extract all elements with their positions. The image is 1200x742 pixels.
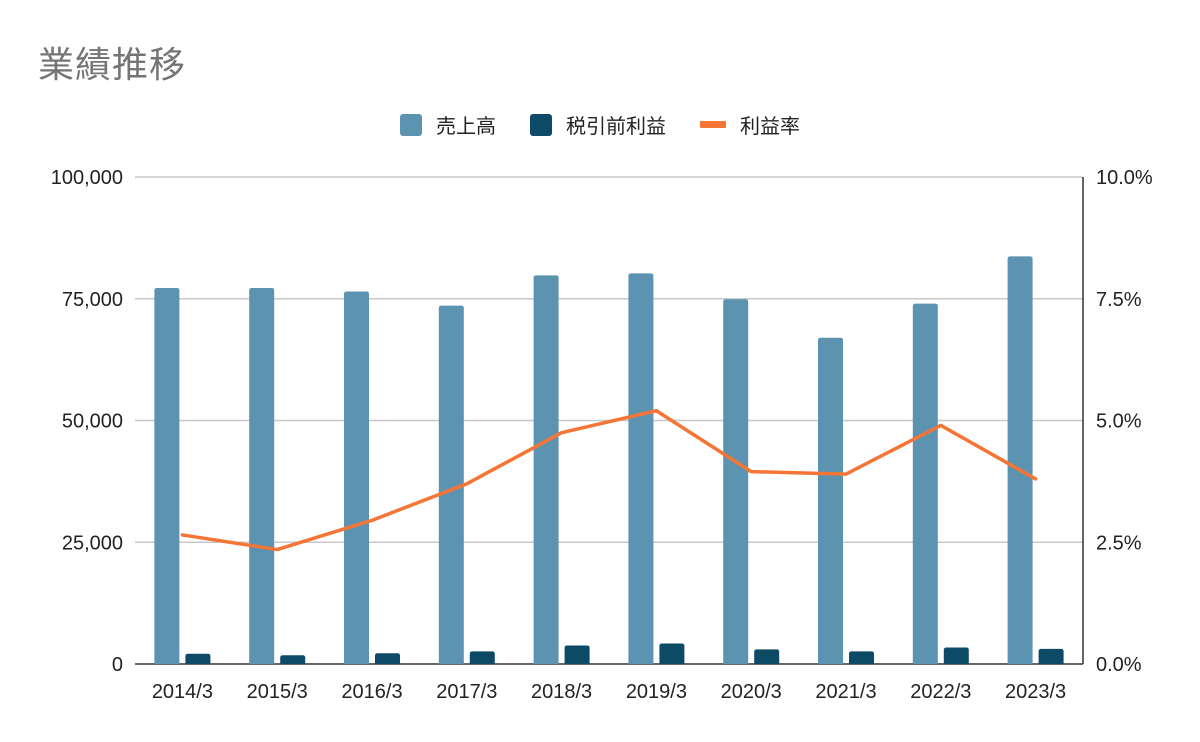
y-left-tick-label: 100,000 — [51, 167, 123, 189]
y-left-tick-label: 25,000 — [62, 532, 123, 554]
bar-sales — [249, 288, 275, 664]
x-tick-label: 2021/3 — [815, 681, 876, 703]
legend-item: 利益率 — [700, 110, 800, 139]
y-left-tick-label: 75,000 — [62, 289, 123, 311]
x-tick-label: 2022/3 — [910, 681, 971, 703]
x-tick-label: 2015/3 — [247, 681, 308, 703]
x-tick-label: 2020/3 — [721, 681, 782, 703]
bar-pretax-profit — [564, 645, 590, 664]
bar-sales — [818, 337, 843, 664]
x-tick-label: 2014/3 — [152, 681, 213, 703]
bar-pretax-profit — [659, 643, 685, 664]
bar-pretax-profit — [754, 649, 780, 664]
bar-pretax-profit — [185, 653, 211, 664]
bar-sales — [344, 291, 369, 664]
bar-sales — [912, 303, 938, 664]
bar-pretax-profit — [375, 653, 400, 664]
profit-rate-line — [180, 409, 1038, 552]
legend-swatch — [700, 121, 726, 128]
y-right-tick-label: 7.5% — [1096, 289, 1142, 311]
x-tick-label: 2016/3 — [341, 681, 402, 703]
bar-sales — [438, 305, 464, 664]
y-left-tick-label: 50,000 — [62, 411, 123, 433]
bar-sales — [154, 288, 180, 664]
bar-sales — [533, 275, 559, 664]
y-right-tick-label: 10.0% — [1096, 167, 1153, 189]
legend-item: 税引前利益 — [530, 110, 666, 139]
legend-swatch — [400, 113, 422, 136]
x-tick-label: 2018/3 — [531, 681, 592, 703]
x-tick-label: 2019/3 — [626, 681, 687, 703]
x-tick-label: 2017/3 — [436, 681, 497, 703]
legend-label: 利益率 — [740, 114, 800, 138]
y-right-tick-label: 2.5% — [1096, 532, 1142, 554]
x-tick-label: 2023/3 — [1005, 681, 1066, 703]
y-right-tick-label: 0.0% — [1096, 654, 1142, 676]
bar-pretax-profit — [469, 651, 495, 664]
bar-pretax-profit — [280, 655, 306, 664]
bar-pretax-profit — [943, 647, 969, 664]
bar-sales — [1007, 256, 1033, 664]
bar-pretax-profit — [849, 651, 874, 664]
legend-swatch — [530, 113, 552, 136]
legend-label: 売上高 — [436, 114, 496, 138]
chart-title: 業績推移 — [38, 45, 187, 86]
legend-label: 税引前利益 — [566, 114, 666, 138]
y-right-tick-label: 5.0% — [1096, 411, 1142, 433]
legend: 売上高 税引前利益 利益率 — [0, 110, 1200, 139]
y-left-tick-label: 0 — [112, 654, 123, 676]
legend-item: 売上高 — [400, 110, 496, 139]
bar-sales — [723, 299, 749, 664]
bar-sales — [628, 273, 654, 664]
bar-pretax-profit — [1038, 648, 1064, 664]
